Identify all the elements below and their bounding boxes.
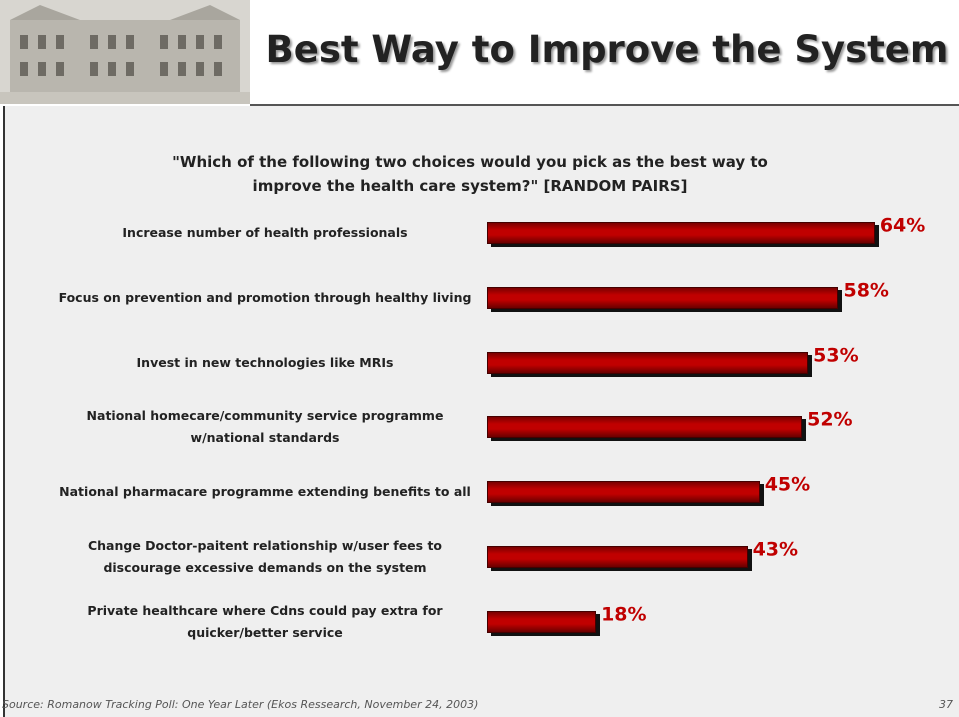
category-label: Increase number of health professionals [55,222,475,244]
value-label: 43% [753,538,798,560]
chart-subtitle: "Which of the following two choices woul… [140,150,800,198]
source-note: Source: Romanow Tracking Poll: One Year … [2,698,478,711]
category-label: National homecare/community service prog… [55,405,475,449]
category-label: Invest in new technologies like MRIs [55,352,475,374]
value-label: 52% [807,409,852,431]
bar [487,352,808,374]
value-label: 45% [765,474,810,496]
value-label: 58% [843,279,888,301]
category-label: Change Doctor-paitent relationship w/use… [55,535,475,579]
header-photo [0,0,250,104]
chart-title: Best Way to Improve the System [255,28,959,71]
category-label: Private healthcare where Cdns could pay … [55,600,475,644]
bar [487,611,596,633]
bar [487,481,760,503]
value-label: 64% [880,214,925,236]
bar [487,546,748,568]
slide: {"chart_data": {"type": "bar", "orientat… [0,0,959,717]
bar [487,222,875,244]
value-label: 53% [813,344,858,366]
bar [487,287,838,309]
bar [487,416,802,438]
value-label: 18% [601,603,646,625]
page-number: 37 [939,698,953,711]
category-label: Focus on prevention and promotion throug… [55,287,475,309]
category-label: National pharmacare programme extending … [55,481,475,503]
